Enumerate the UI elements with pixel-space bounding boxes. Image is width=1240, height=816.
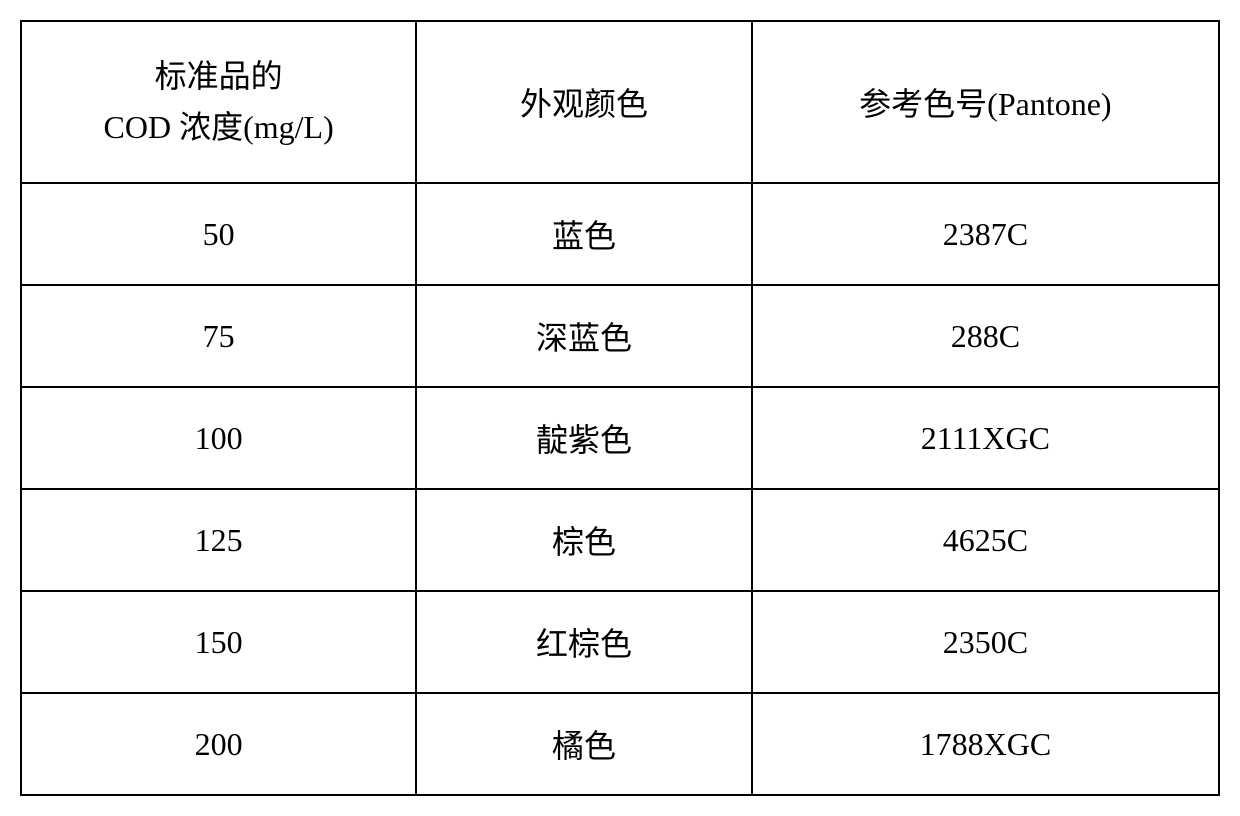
cell-pantone: 1788XGC	[752, 693, 1219, 795]
header-cod: 标准品的 COD 浓度(mg/L)	[21, 21, 416, 183]
table-row: 75 深蓝色 288C	[21, 285, 1219, 387]
cod-color-table: 标准品的 COD 浓度(mg/L) 外观颜色 参考色号(Pantone) 50 …	[20, 20, 1220, 796]
header-pantone: 参考色号(Pantone)	[752, 21, 1219, 183]
cell-color: 深蓝色	[416, 285, 751, 387]
cell-cod: 50	[21, 183, 416, 285]
cell-pantone: 2111XGC	[752, 387, 1219, 489]
header-cod-line2: COD 浓度(mg/L)	[32, 102, 405, 153]
cell-pantone: 288C	[752, 285, 1219, 387]
cell-color: 靛紫色	[416, 387, 751, 489]
cell-color: 红棕色	[416, 591, 751, 693]
table-row: 125 棕色 4625C	[21, 489, 1219, 591]
cell-color: 橘色	[416, 693, 751, 795]
header-cod-line1: 标准品的	[32, 51, 405, 102]
cell-cod: 75	[21, 285, 416, 387]
cell-color: 棕色	[416, 489, 751, 591]
table-row: 200 橘色 1788XGC	[21, 693, 1219, 795]
cell-pantone: 2350C	[752, 591, 1219, 693]
cell-cod: 150	[21, 591, 416, 693]
cell-color: 蓝色	[416, 183, 751, 285]
table-row: 100 靛紫色 2111XGC	[21, 387, 1219, 489]
table-row: 150 红棕色 2350C	[21, 591, 1219, 693]
cell-cod: 100	[21, 387, 416, 489]
cell-pantone: 2387C	[752, 183, 1219, 285]
table-header-row: 标准品的 COD 浓度(mg/L) 外观颜色 参考色号(Pantone)	[21, 21, 1219, 183]
cell-pantone: 4625C	[752, 489, 1219, 591]
cell-cod: 200	[21, 693, 416, 795]
cell-cod: 125	[21, 489, 416, 591]
table-row: 50 蓝色 2387C	[21, 183, 1219, 285]
header-color: 外观颜色	[416, 21, 751, 183]
